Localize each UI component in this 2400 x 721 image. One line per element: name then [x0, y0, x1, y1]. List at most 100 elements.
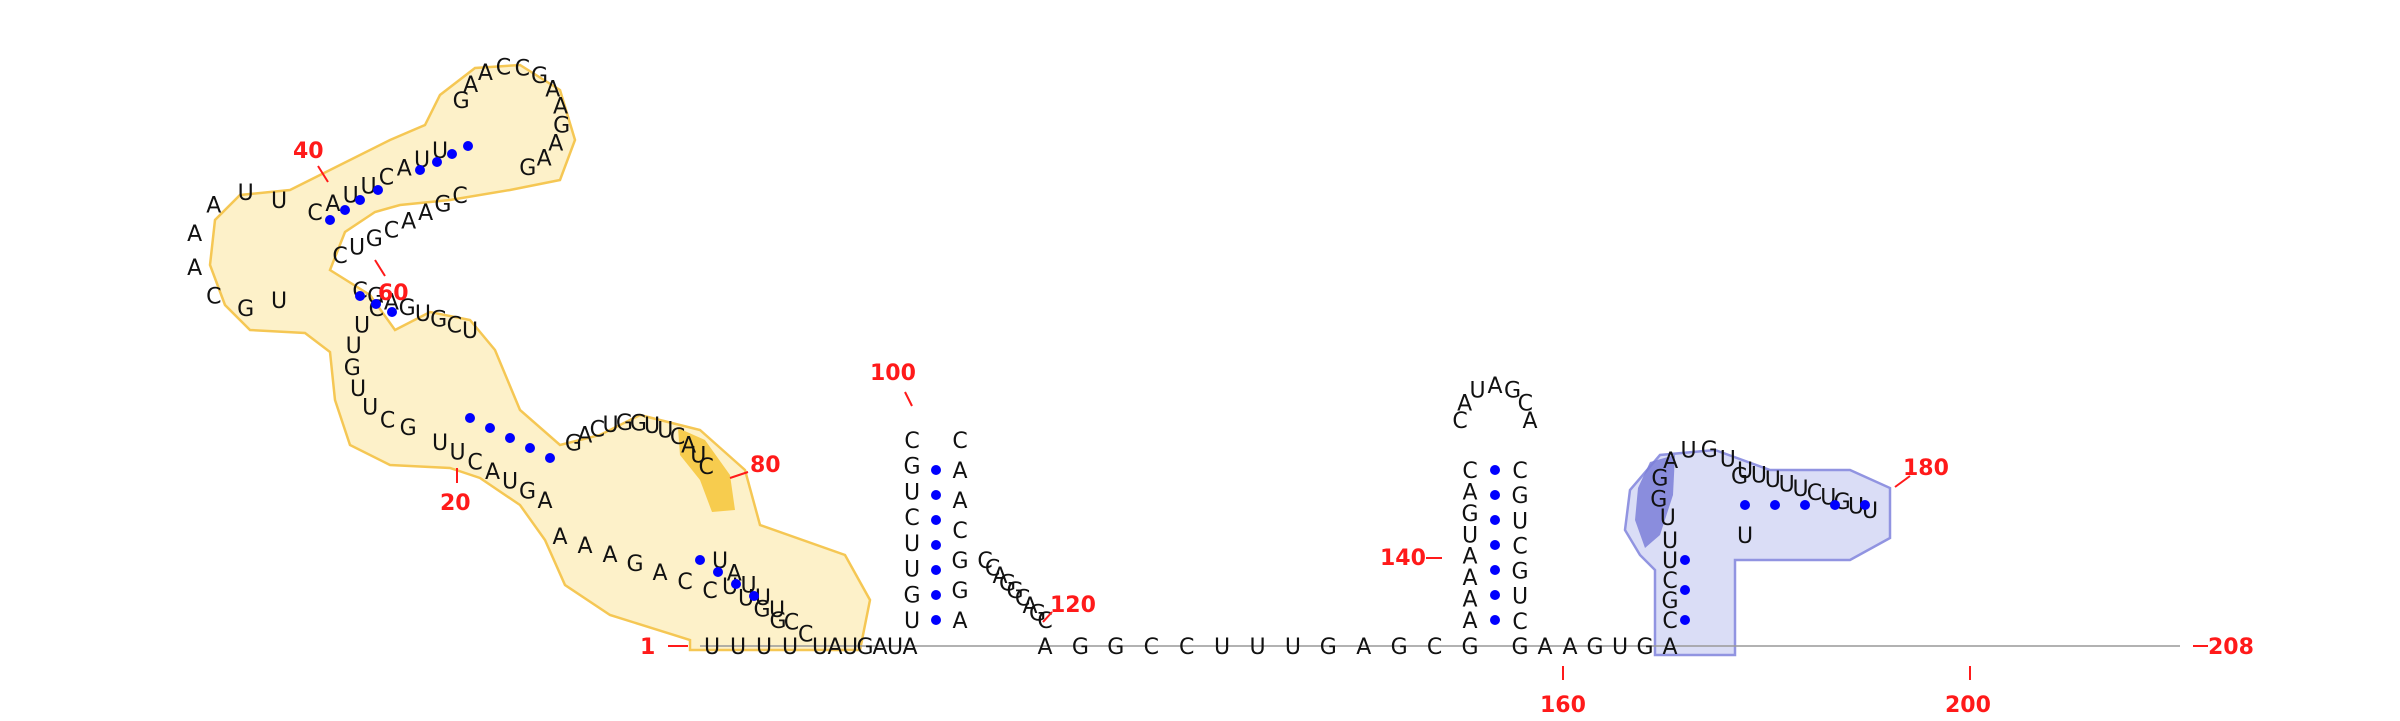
nucleotide: G [519, 156, 536, 181]
nucleotide: A [187, 222, 202, 247]
nucleotide: G [1586, 635, 1603, 660]
nucleotide: U [415, 302, 431, 327]
nucleotide: C [1462, 459, 1477, 484]
nucleotide: A [1462, 480, 1477, 505]
base-pair-dot [387, 307, 397, 317]
nucleotide: G [1391, 635, 1408, 660]
nucleotide: U [644, 414, 660, 439]
nucleotide: G [553, 114, 570, 139]
nucleotide: U [1737, 459, 1753, 484]
nucleotide: U [271, 289, 287, 314]
base-pair-layer [325, 141, 1870, 625]
nucleotide: A [1662, 635, 1677, 660]
nucleotide: A [1462, 609, 1477, 634]
label-60: 60 [378, 281, 409, 306]
nucleotide: C [590, 417, 605, 442]
nucleotide: U [1765, 468, 1781, 493]
nucleotide: C [670, 425, 685, 450]
base-pair-dot [931, 615, 941, 625]
nucleotide: U [904, 532, 920, 557]
blue-highlight-region [1623, 448, 1892, 657]
nucleotide: C [1452, 409, 1467, 434]
nucleotide: C [447, 313, 462, 338]
base-pair-dot [731, 579, 741, 589]
nucleotide: A [577, 534, 592, 559]
nucleotide: A [1522, 409, 1537, 434]
base-pair-dot [340, 205, 350, 215]
nucleotide: C [467, 450, 482, 475]
nucleotide: U [1660, 506, 1676, 531]
nucleotide: C [206, 284, 221, 309]
nucleotide: C [1512, 534, 1527, 559]
nucleotide: A [1022, 594, 1037, 619]
base-pair-dot [931, 540, 941, 550]
label-100: 100 [870, 361, 916, 386]
nucleotide: A [681, 433, 696, 458]
nucleotide: C [952, 519, 967, 544]
nucleotide: G [1511, 560, 1528, 585]
nucleotide: C [452, 184, 467, 209]
nucleotide: C [904, 506, 919, 531]
nucleotide: G [399, 296, 416, 321]
nucleotide: G [1511, 635, 1528, 660]
base-pair-dot [713, 567, 723, 577]
nucleotide: U [1662, 549, 1678, 574]
nucleotide: A [952, 459, 967, 484]
nucleotide: A [1462, 588, 1477, 613]
nucleotide: G [366, 227, 383, 252]
base-pair-dot [432, 157, 442, 167]
nucleotide: A [652, 561, 667, 586]
base-pair-dot [1860, 500, 1870, 510]
nucleotide: C [307, 201, 322, 226]
base-pair-dot [1490, 565, 1500, 575]
nucleotide: U [1681, 439, 1697, 464]
base-pair-dot [1680, 615, 1690, 625]
nucleotide: U [349, 235, 365, 260]
nucleotide: A [553, 95, 568, 120]
nucleotide: A [902, 635, 917, 660]
nucleotide: G [630, 411, 647, 436]
base-pair-dot [1490, 490, 1500, 500]
nucleotide: G [951, 549, 968, 574]
nucleotide: U [238, 181, 254, 206]
nucleotide: G [519, 479, 536, 504]
nucleotide: U [730, 635, 746, 660]
nucleotide: C [380, 409, 395, 434]
nucleotide: A [537, 489, 552, 514]
nucleotide: U [1462, 523, 1478, 548]
nucleotide: U [432, 431, 448, 456]
nucleotide: A [537, 146, 552, 171]
nucleotide: C [1518, 392, 1533, 417]
nucleotide: C [1179, 635, 1194, 660]
nucleotide: G [1461, 502, 1478, 527]
nucleotide: U [756, 635, 772, 660]
nucleotide: U [738, 586, 754, 611]
base-pair-dot [415, 165, 425, 175]
nucleotide: G [1320, 635, 1337, 660]
nucleotide: G [237, 297, 254, 322]
nucleotide: U [1737, 524, 1753, 549]
nucleotide: U [1779, 472, 1795, 497]
nucleotide: G [453, 89, 470, 114]
nucleotide: U [1512, 509, 1528, 534]
nucleotide: U [1214, 635, 1230, 660]
nucleotide: C [1662, 569, 1677, 594]
nucleotide: U [1249, 635, 1265, 660]
label-200: 200 [1945, 693, 1991, 718]
nucleotide: C [1662, 609, 1677, 634]
nucleotide: C [496, 55, 511, 80]
nucleotide: G [1504, 379, 1521, 404]
nucleotide: A [602, 543, 617, 568]
nucleotide: C [677, 570, 692, 595]
base-pair-dot [505, 433, 515, 443]
nucleotide: U [1612, 635, 1628, 660]
nucleotide: U [769, 598, 785, 623]
nucleotide: G [1701, 438, 1718, 463]
base-pair-dot [931, 465, 941, 475]
nucleotide: G [769, 609, 786, 634]
nucleotide: A [418, 201, 433, 226]
nucleotide: U [904, 480, 920, 505]
nucleotide: U [904, 609, 920, 634]
